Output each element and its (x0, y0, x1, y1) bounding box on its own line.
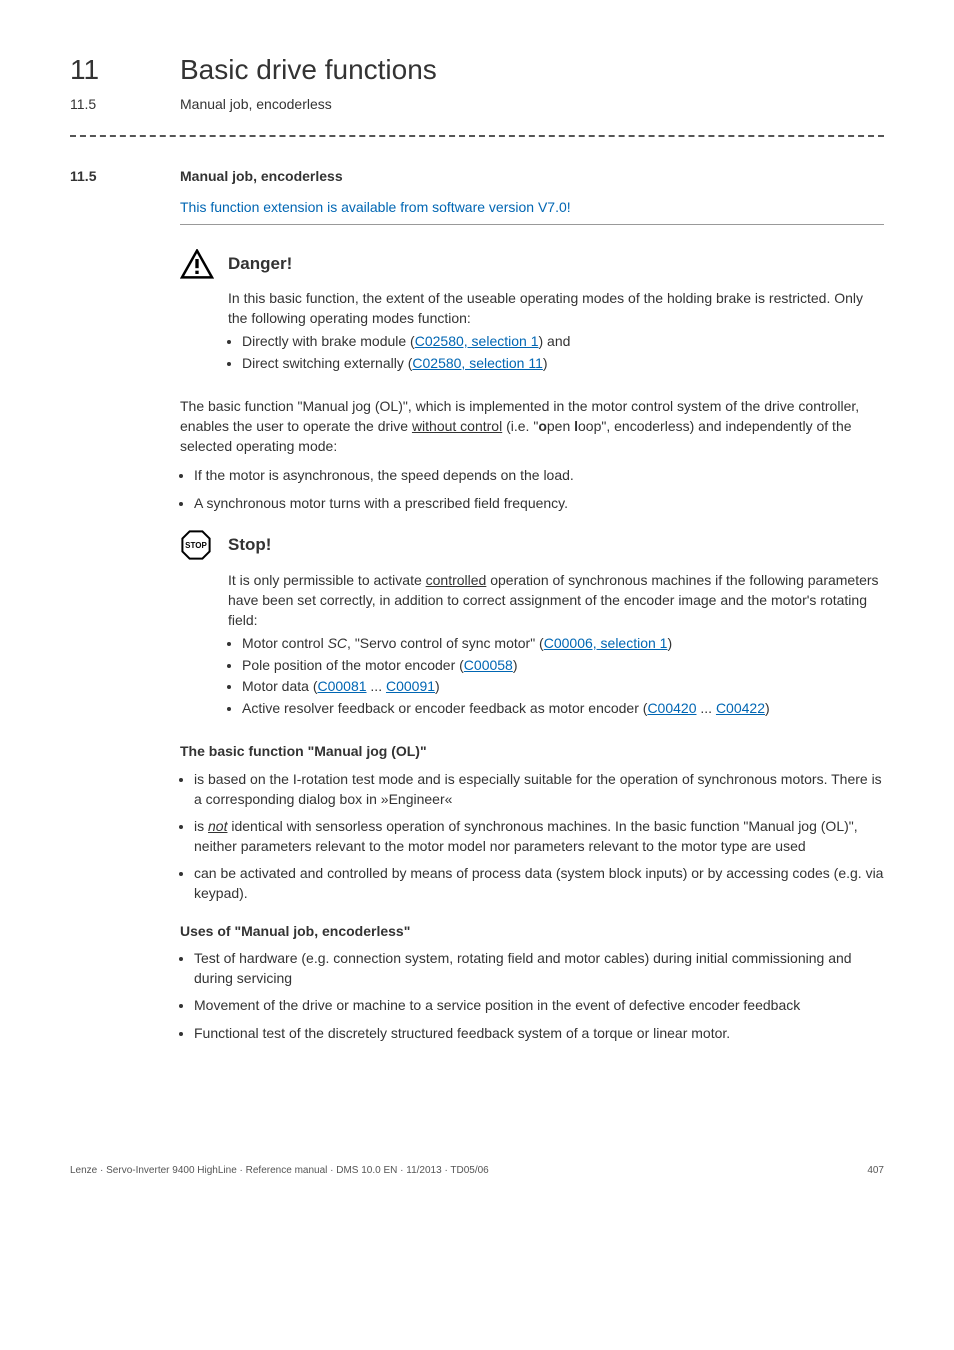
list-item: If the motor is asynchronous, the speed … (194, 466, 884, 486)
list-item: Movement of the drive or machine to a se… (194, 996, 884, 1016)
danger-callout: Danger! In this basic function, the exte… (180, 249, 884, 373)
danger-title: Danger! (228, 252, 292, 276)
danger-item-2: Direct switching externally (C02580, sel… (242, 354, 884, 374)
uses-heading: Uses of "Manual job, encoderless" (180, 922, 884, 942)
link-c02580-1[interactable]: C02580, selection 1 (415, 333, 539, 349)
section-title: Manual job, encoderless (180, 167, 343, 187)
danger-icon (180, 249, 214, 279)
text: ) (765, 700, 770, 716)
link-c00420[interactable]: C00420 (647, 700, 696, 716)
list-item: Test of hardware (e.g. connection system… (194, 949, 884, 988)
list-item: is not identical with sensorless operati… (194, 817, 884, 856)
text: ) and (539, 333, 571, 349)
chapter-number: 11 (70, 50, 180, 89)
stop-item-4: Active resolver feedback or encoder feed… (242, 699, 884, 719)
text: Motor control (242, 635, 328, 651)
link-c02580-11[interactable]: C02580, selection 11 (412, 355, 543, 371)
svg-text:STOP: STOP (185, 542, 207, 551)
text: ... (367, 678, 386, 694)
subsection-title: Manual job, encoderless (180, 95, 332, 115)
text: It is only permissible to activate (228, 572, 426, 588)
text-not: not (208, 818, 227, 834)
danger-item-1: Directly with brake module (C02580, sele… (242, 332, 884, 352)
intro-paragraph: The basic function "Manual jog (OL)", wh… (180, 397, 884, 456)
text: is (194, 818, 208, 834)
chapter-title: Basic drive functions (180, 50, 437, 89)
text-underline: controlled (426, 572, 487, 588)
text: ... (696, 700, 715, 716)
text: ) (435, 678, 440, 694)
danger-intro: In this basic function, the extent of th… (228, 289, 884, 328)
stop-intro: It is only permissible to activate contr… (228, 571, 884, 630)
text: Pole position of the motor encoder ( (242, 657, 464, 673)
basic-function-heading: The basic function "Manual jog (OL)" (180, 742, 884, 762)
divider-dashes (70, 135, 884, 137)
link-c00091[interactable]: C00091 (386, 678, 435, 694)
text-underline: without control (412, 418, 502, 434)
link-c00422[interactable]: C00422 (716, 700, 765, 716)
text: (i.e. " (502, 418, 538, 434)
list-item: A synchronous motor turns with a prescri… (194, 494, 884, 514)
section-number: 11.5 (70, 167, 180, 187)
footer-text: Lenze · Servo-Inverter 9400 HighLine · R… (70, 1164, 489, 1178)
text: Direct switching externally ( (242, 355, 412, 371)
text: Active resolver feedback or encoder feed… (242, 700, 647, 716)
stop-icon: STOP (180, 529, 212, 561)
subsection-number: 11.5 (70, 95, 180, 115)
stop-item-1: Motor control SC, "Servo control of sync… (242, 634, 884, 654)
text: , "Servo control of sync motor" ( (347, 635, 544, 651)
page-number: 407 (867, 1164, 884, 1178)
link-c00081[interactable]: C00081 (317, 678, 366, 694)
version-note: This function extension is available fro… (180, 198, 884, 225)
stop-callout: STOP Stop! It is only permissible to act… (180, 529, 884, 718)
text: ) (543, 355, 548, 371)
stop-item-3: Motor data (C00081 ... C00091) (242, 677, 884, 697)
list-item: can be activated and controlled by means… (194, 864, 884, 903)
text: ) (667, 635, 672, 651)
list-item: Functional test of the discretely struct… (194, 1024, 884, 1044)
text: Motor data ( (242, 678, 317, 694)
list-item: is based on the I-rotation test mode and… (194, 770, 884, 809)
text-bold: o (538, 418, 547, 434)
text: Directly with brake module ( (242, 333, 415, 349)
text-italic: SC (328, 635, 347, 651)
link-c00058[interactable]: C00058 (464, 657, 513, 673)
text: ) (513, 657, 518, 673)
stop-item-2: Pole position of the motor encoder (C000… (242, 656, 884, 676)
link-c00006[interactable]: C00006, selection 1 (544, 635, 668, 651)
text: pen (547, 418, 574, 434)
text: identical with sensorless operation of s… (194, 818, 858, 854)
stop-title: Stop! (228, 533, 271, 557)
